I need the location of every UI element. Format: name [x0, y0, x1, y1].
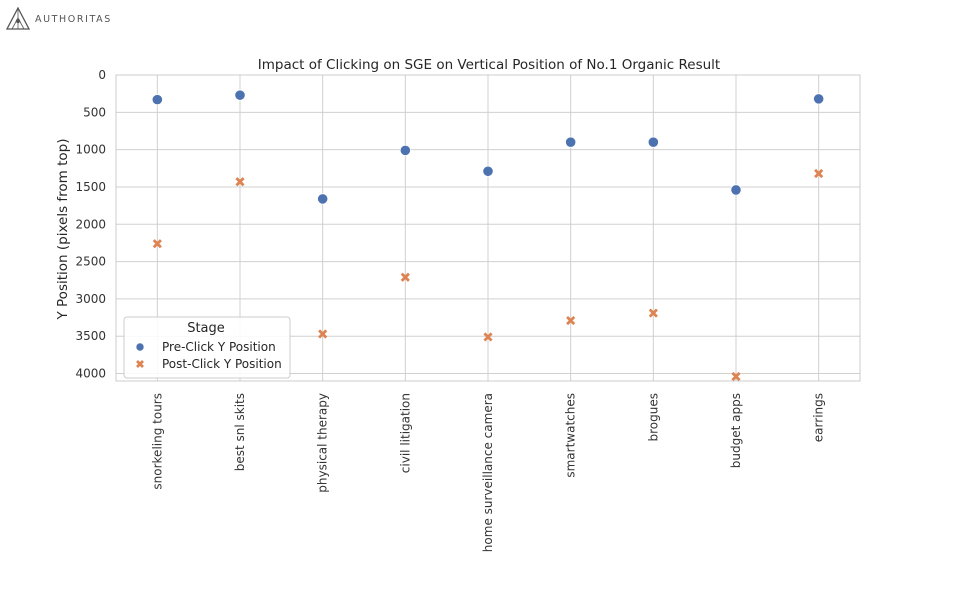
authoritas-logo: AUTHORITAS	[5, 6, 112, 32]
legend-title: Stage	[187, 321, 225, 336]
x-tick-label: smartwatches	[564, 393, 578, 478]
x-tick-labels: snorkeling tours best snl skits physical t…	[150, 393, 825, 552]
y-tick-label: 500	[83, 105, 106, 119]
x-tick-label: brogues	[646, 393, 660, 442]
y-tick-label: 1000	[75, 143, 106, 157]
pre-click-point	[647, 136, 659, 148]
legend-entry-label: Pre-Click Y Position	[162, 340, 276, 354]
pre-click-point	[482, 165, 494, 177]
y-axis-label: Y Position (pixels from top)	[55, 138, 71, 320]
plot-frame	[115, 74, 861, 382]
legend-pre-marker	[135, 342, 145, 352]
y-tick-labels: 0 500 1000 1500 2000 2500 3000 3500 4000	[75, 68, 106, 381]
legend-box	[123, 316, 291, 379]
legend-post-marker	[136, 360, 144, 368]
post-click-point	[648, 308, 658, 318]
pre-click-point	[234, 89, 246, 101]
chart-title: Impact of Clicking on SGE on Vertical Po…	[258, 57, 720, 73]
post-click-point	[566, 315, 576, 326]
pre-click-point	[813, 93, 825, 105]
pre-click-point	[151, 94, 163, 106]
post-click-point	[318, 329, 328, 339]
y-tick-label: 3000	[75, 292, 106, 306]
pre-click-point	[399, 144, 411, 156]
x-tick-label: snorkeling tours	[150, 393, 164, 490]
post-click-point	[152, 239, 162, 249]
legend: Stage Pre-Click Y Position Post-Click Y P…	[123, 316, 291, 379]
y-tick-label: 2500	[75, 255, 106, 269]
post-click-point	[400, 272, 410, 282]
post-click-point	[235, 177, 245, 187]
y-tick-label: 4000	[75, 367, 106, 381]
x-tick-label: budget apps	[729, 393, 743, 468]
pre-click-point	[730, 184, 742, 196]
pre-click-point	[317, 193, 329, 205]
x-tick-label: home surveillance camera	[481, 393, 495, 552]
x-tick-label: earrings	[812, 393, 826, 442]
post-click-point	[814, 168, 824, 179]
x-tick-label: civil litigation	[398, 393, 412, 473]
data-points	[151, 89, 825, 382]
legend-entry-label: Post-Click Y Position	[162, 357, 282, 371]
grid	[116, 74, 860, 381]
authoritas-logo-icon	[5, 6, 31, 30]
x-tick-label: best snl skits	[233, 393, 247, 471]
x-tick-label: physical therapy	[316, 393, 330, 493]
y-tick-label: 1500	[75, 180, 106, 194]
y-tick-label: 3500	[75, 329, 106, 343]
brand-name: AUTHORITAS	[35, 13, 112, 25]
post-click-point	[731, 371, 741, 382]
y-tick-label: 2000	[75, 217, 106, 231]
post-click-point	[483, 332, 493, 342]
y-tick-label: 0	[98, 68, 106, 82]
pre-click-point	[565, 136, 577, 148]
